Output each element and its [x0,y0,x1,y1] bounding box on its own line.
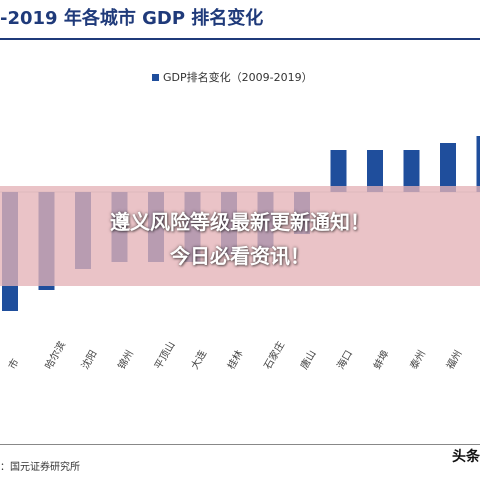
bar-14 [476,136,480,192]
bar-13 [440,143,456,192]
x-tick-label: 沈阳 [78,348,99,372]
x-tick-label: 蚌埠 [370,348,391,372]
footer-rule [0,444,480,445]
legend-swatch [152,73,159,81]
x-tick-label: 平顶山 [152,340,177,372]
source-note: ：国元证券研究所 [0,462,80,473]
watermark-logo: 头条 [452,449,480,465]
legend-label: GDP排名变化（2009-2019） [163,71,313,84]
notice-headline[interactable]: 遵义风险等级最新更新通知！ [110,210,370,234]
chart-legend: GDP排名变化（2009-2019） [152,70,313,84]
x-tick-label: 市 [5,356,21,371]
bar-10 [330,150,347,192]
x-tick-label: 泰州 [407,348,428,372]
x-tick-label: 福州 [443,348,464,372]
header-rule [0,38,480,40]
x-tick-label: 石家庄 [261,339,287,371]
x-tick-label: 唐山 [297,348,318,372]
x-tick-label: 锦州 [115,348,136,372]
chart-header-title: -2019 年各城市 GDP 排名变化 [0,8,264,29]
x-tick-label: 大连 [188,348,209,372]
x-tick-label: 海口 [334,348,355,372]
notice-subheadline[interactable]: 今日必看资讯！ [170,244,310,268]
bar-12 [403,150,420,192]
bar-11 [367,150,383,192]
notice-overlay-band [0,186,480,286]
x-tick-label: 桂林 [224,348,245,372]
x-tick-label: 哈尔滨 [42,339,68,371]
